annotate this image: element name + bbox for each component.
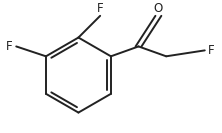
Text: O: O [154, 2, 163, 15]
Text: F: F [6, 40, 13, 53]
Text: F: F [97, 2, 103, 15]
Text: F: F [208, 44, 215, 57]
